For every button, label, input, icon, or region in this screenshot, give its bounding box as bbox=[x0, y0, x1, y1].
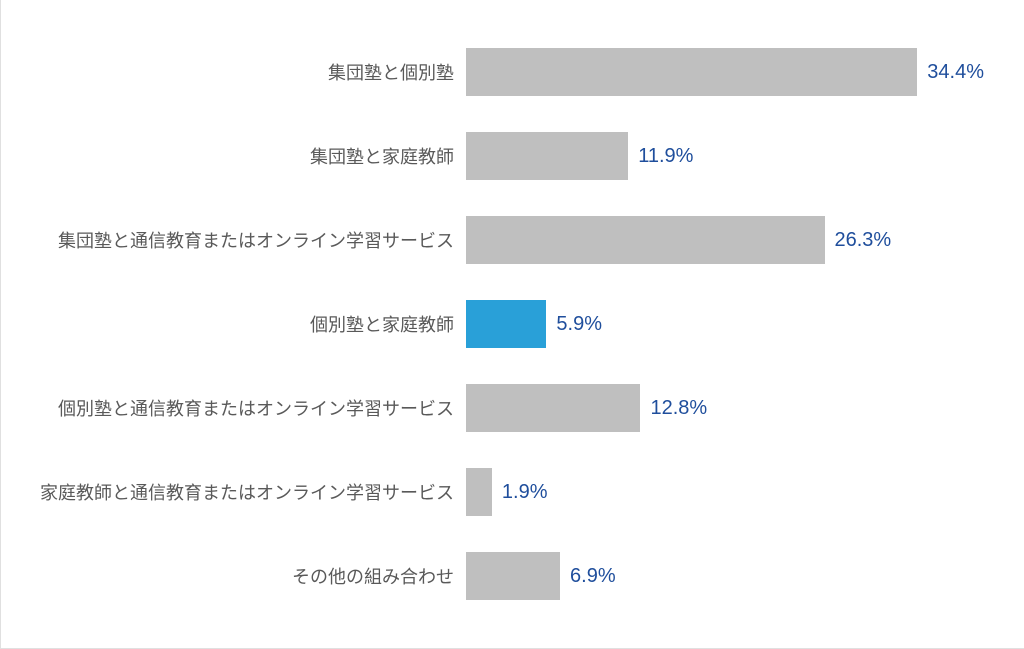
bar bbox=[466, 132, 628, 180]
bar bbox=[466, 300, 546, 348]
bar-area: 11.9% bbox=[466, 132, 984, 180]
bar bbox=[466, 384, 640, 432]
value-label: 6.9% bbox=[560, 565, 616, 588]
chart-row: 個別塾と通信教育またはオンライン学習サービス 12.8% bbox=[1, 384, 984, 432]
chart-row: 集団塾と通信教育またはオンライン学習サービス 26.3% bbox=[1, 216, 984, 264]
value-label: 1.9% bbox=[492, 481, 548, 504]
value-label: 34.4% bbox=[917, 61, 984, 84]
value-label: 12.8% bbox=[640, 397, 707, 420]
horizontal-bar-chart: 集団塾と個別塾 34.4% 集団塾と家庭教師 11.9% 集団塾と通信教育またはオンライ… bbox=[0, 0, 1024, 649]
bar bbox=[466, 216, 825, 264]
bar-area: 1.9% bbox=[466, 468, 984, 516]
value-label: 5.9% bbox=[546, 313, 602, 336]
bar-area: 5.9% bbox=[466, 300, 984, 348]
chart-row: 個別塾と家庭教師 5.9% bbox=[1, 300, 984, 348]
bar-area: 12.8% bbox=[466, 384, 984, 432]
value-label: 11.9% bbox=[628, 145, 693, 168]
bar bbox=[466, 552, 560, 600]
value-label: 26.3% bbox=[825, 229, 892, 252]
chart-rows: 集団塾と個別塾 34.4% 集団塾と家庭教師 11.9% 集団塾と通信教育またはオンライ… bbox=[1, 30, 984, 618]
bar bbox=[466, 48, 917, 96]
bar-area: 34.4% bbox=[466, 48, 984, 96]
category-label: 集団塾と通信教育またはオンライン学習サービス bbox=[1, 227, 466, 253]
category-label: その他の組み合わせ bbox=[1, 563, 466, 589]
category-label: 集団塾と家庭教師 bbox=[1, 143, 466, 169]
category-label: 家庭教師と通信教育またはオンライン学習サービス bbox=[1, 479, 466, 505]
bar-area: 26.3% bbox=[466, 216, 984, 264]
chart-row: その他の組み合わせ 6.9% bbox=[1, 552, 984, 600]
bar bbox=[466, 468, 492, 516]
chart-row: 集団塾と家庭教師 11.9% bbox=[1, 132, 984, 180]
chart-row: 家庭教師と通信教育またはオンライン学習サービス 1.9% bbox=[1, 468, 984, 516]
category-label: 個別塾と家庭教師 bbox=[1, 311, 466, 337]
category-label: 集団塾と個別塾 bbox=[1, 59, 466, 85]
chart-row: 集団塾と個別塾 34.4% bbox=[1, 48, 984, 96]
bar-area: 6.9% bbox=[466, 552, 984, 600]
category-label: 個別塾と通信教育またはオンライン学習サービス bbox=[1, 395, 466, 421]
